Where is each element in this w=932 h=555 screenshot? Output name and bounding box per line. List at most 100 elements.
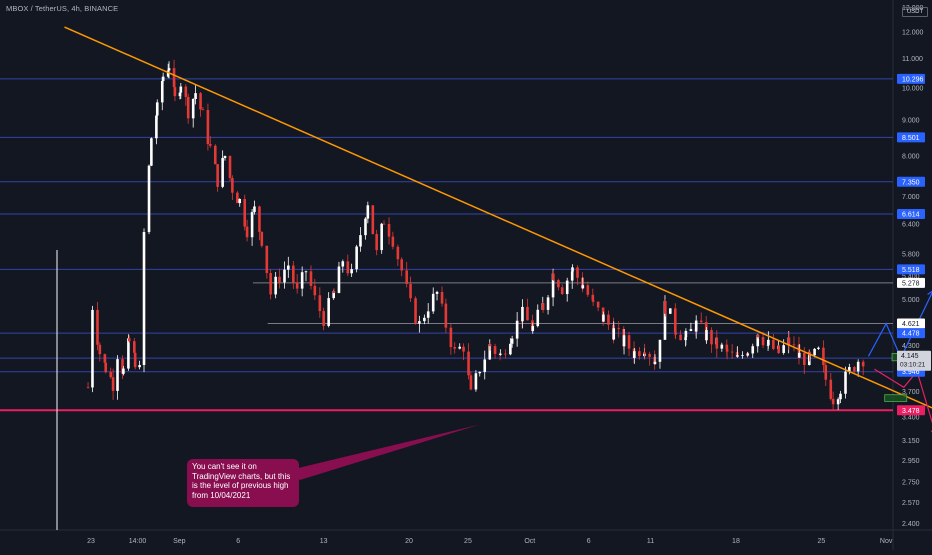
y-tick-label: 5.400 xyxy=(902,273,920,280)
candle-body xyxy=(322,311,325,326)
level-price-label: 8.501 xyxy=(902,135,920,142)
level-price-label: 4.478 xyxy=(902,331,920,338)
x-tick-label: 23 xyxy=(87,538,95,545)
level-price-tag xyxy=(897,264,925,275)
candle-body xyxy=(861,361,865,367)
candle-body xyxy=(366,205,370,219)
y-tick-label: 5.000 xyxy=(902,297,920,304)
candle-body xyxy=(206,109,210,145)
candle-body xyxy=(127,338,130,369)
candle-body xyxy=(98,344,102,355)
x-tick-label: 18 xyxy=(732,538,740,545)
candle-body xyxy=(767,339,770,345)
candle-body xyxy=(300,272,304,289)
candle-body xyxy=(283,269,286,283)
candle-body xyxy=(122,368,125,374)
candle-body xyxy=(359,235,362,247)
candle-body xyxy=(179,86,183,93)
candle-body xyxy=(96,309,99,345)
x-tick-label: Sep xyxy=(173,538,186,545)
candle-body xyxy=(332,291,335,299)
candle-body xyxy=(287,265,290,270)
current-price-label: 4.145 xyxy=(901,353,919,360)
candle-body xyxy=(663,301,667,340)
level-price-tag xyxy=(897,318,925,329)
candle-body xyxy=(638,351,641,357)
x-tick-label: Nov xyxy=(880,538,893,545)
candle-body xyxy=(161,76,165,81)
candle-body xyxy=(586,285,590,295)
candle-body xyxy=(782,345,785,353)
x-tick-label: 6 xyxy=(236,538,240,545)
level-price-tag xyxy=(897,73,925,84)
candle-body xyxy=(295,282,299,289)
y-tick-label: 7.000 xyxy=(902,194,920,201)
candle-body xyxy=(184,86,188,97)
candle-body xyxy=(337,266,341,293)
candle-body xyxy=(127,338,131,342)
candle-body xyxy=(515,320,519,339)
candle-body xyxy=(216,164,219,187)
candle-body xyxy=(813,348,816,356)
candle-body xyxy=(557,280,560,288)
candle-body xyxy=(265,245,269,274)
candle-body xyxy=(327,298,330,326)
candle-body xyxy=(121,359,124,374)
annotation-callout[interactable]: You can't see it on TradingView charts, … xyxy=(187,459,299,507)
candle-body xyxy=(467,351,470,376)
candle-body xyxy=(848,367,851,372)
candle-body xyxy=(822,347,825,366)
candle-body xyxy=(802,352,806,366)
level-price-tag xyxy=(897,328,925,339)
candle-body xyxy=(736,355,739,357)
candle-body xyxy=(831,398,835,405)
candle-body xyxy=(167,68,171,71)
y-tick-label: 5.800 xyxy=(902,252,920,259)
x-tick-label: 6 xyxy=(587,538,591,545)
candle-body xyxy=(705,330,708,341)
candle-body xyxy=(546,297,550,310)
y-tick-label: 8.000 xyxy=(902,153,920,160)
candle-body xyxy=(387,224,391,237)
candle-body xyxy=(521,306,524,322)
candle-body xyxy=(571,267,574,272)
y-tick-label: 2.400 xyxy=(902,521,920,528)
candle-body xyxy=(142,232,146,366)
candle-body xyxy=(274,276,277,295)
candle-body xyxy=(772,339,775,349)
candle-body xyxy=(633,351,636,358)
candle-body xyxy=(741,355,744,357)
candle-body xyxy=(278,276,281,283)
candle-body xyxy=(787,337,791,345)
x-tick-label: 11 xyxy=(647,538,654,545)
candle-body xyxy=(201,109,205,111)
candle-body xyxy=(173,87,177,97)
candle-body xyxy=(751,346,755,354)
level-price-label: 7.350 xyxy=(902,179,920,186)
candle-body xyxy=(653,361,657,365)
candle-body xyxy=(292,265,295,283)
candle-body xyxy=(856,361,860,372)
y-tick-label: 2.570 xyxy=(902,500,920,507)
y-tick-label: 12.000 xyxy=(902,30,924,37)
currency-label[interactable]: USDT xyxy=(902,7,928,17)
y-tick-label: 13.000 xyxy=(902,5,924,12)
candle-body xyxy=(617,328,621,330)
candle-body xyxy=(258,206,261,232)
candle-body xyxy=(560,287,564,295)
level-price-tag xyxy=(897,277,925,288)
candle-body xyxy=(405,270,409,284)
candle-body xyxy=(591,300,595,302)
candle-body xyxy=(836,399,840,405)
candle-body xyxy=(435,291,439,294)
candle-body xyxy=(679,334,682,341)
x-tick-label: 13 xyxy=(320,538,328,545)
candle-body xyxy=(238,199,242,204)
candle-body xyxy=(86,387,90,389)
candle-body xyxy=(710,330,713,345)
candle-body xyxy=(371,205,375,234)
candle-body xyxy=(668,308,672,314)
